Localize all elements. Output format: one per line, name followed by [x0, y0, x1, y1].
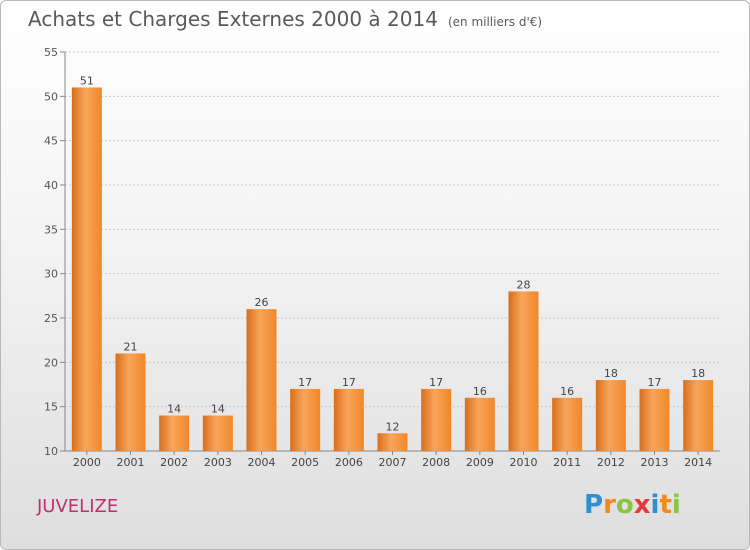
x-tick-label: 2008	[422, 456, 450, 469]
x-tick-label: 2013	[641, 456, 669, 469]
bar-value-label: 14	[211, 403, 225, 416]
logo-letter: t	[659, 490, 672, 520]
bar-value-label: 28	[517, 278, 531, 291]
bar-value-label: 17	[342, 376, 356, 389]
logo-letter: o	[615, 490, 634, 520]
bar-2012	[595, 380, 626, 451]
bar-value-label: 16	[473, 385, 487, 398]
bar-value-label: 17	[429, 376, 443, 389]
bar-2006	[333, 388, 364, 451]
logo-letter: i	[650, 490, 660, 520]
bar-value-label: 18	[604, 367, 618, 380]
bar-value-label: 51	[80, 74, 94, 87]
y-tick-label: 15	[44, 401, 58, 414]
proxiti-logo: Proxiti	[584, 490, 681, 520]
logo-letter: x	[633, 490, 651, 520]
chart-title-text: Achats et Charges Externes 2000 à 2014	[28, 7, 438, 31]
bar-2000	[71, 87, 102, 451]
bar-2005	[290, 388, 321, 451]
bar-2008	[421, 388, 452, 451]
x-tick-label: 2001	[117, 456, 145, 469]
bar-2013	[639, 388, 670, 451]
x-tick-label: 2005	[291, 456, 319, 469]
x-tick-label: 2003	[204, 456, 232, 469]
bar-value-label: 12	[386, 420, 400, 433]
bar-value-label: 21	[124, 340, 138, 353]
x-tick-label: 2009	[466, 456, 494, 469]
bars	[71, 87, 714, 451]
bar-value-label: 17	[648, 376, 662, 389]
bar-2004	[246, 309, 277, 451]
y-tick-label: 45	[44, 135, 58, 148]
chart-unit-note: (en milliers d'€)	[447, 15, 543, 29]
y-tick-label: 50	[44, 90, 58, 103]
bar-value-label: 17	[298, 376, 312, 389]
y-tick-label: 30	[44, 268, 58, 281]
x-tick-label: 2007	[379, 456, 407, 469]
chart-title: Achats et Charges Externes 2000 à 2014 (e…	[28, 7, 542, 31]
bar-2010	[508, 291, 539, 451]
x-tick-label: 2010	[510, 456, 538, 469]
bar-2009	[464, 397, 495, 451]
bar-value-label: 18	[691, 367, 705, 380]
y-tick-label: 40	[44, 179, 58, 192]
x-tick-label: 2002	[160, 456, 188, 469]
bar-2007	[377, 433, 408, 451]
y-tick-label: 10	[44, 445, 58, 458]
logo-letter: P	[584, 490, 604, 520]
bar-2001	[115, 353, 146, 451]
commune-name: JUVELIZE	[37, 496, 119, 517]
bar-2003	[202, 415, 233, 451]
y-tick-label: 25	[44, 312, 58, 325]
x-tick-label: 2004	[248, 456, 276, 469]
x-tick-label: 2014	[684, 456, 712, 469]
x-tick-label: 2000	[73, 456, 101, 469]
logo-letter: r	[603, 490, 616, 520]
x-tick-label: 2006	[335, 456, 363, 469]
labels: 10 15 20 25 30 35 40 45 50 55 51 2000 21 2001 14 2002 14…	[44, 46, 712, 469]
logo-letter: i	[671, 490, 681, 520]
y-tick-label: 35	[44, 223, 58, 236]
x-tick-label: 2011	[553, 456, 581, 469]
bar-value-label: 14	[167, 403, 181, 416]
bar-2002	[159, 415, 190, 451]
bar-2014	[683, 380, 714, 451]
x-tick-label: 2012	[597, 456, 625, 469]
y-tick-label: 55	[44, 46, 58, 59]
bar-value-label: 16	[560, 385, 574, 398]
y-tick-label: 20	[44, 356, 58, 369]
bar-value-label: 26	[255, 296, 269, 309]
bar-2011	[552, 397, 583, 451]
